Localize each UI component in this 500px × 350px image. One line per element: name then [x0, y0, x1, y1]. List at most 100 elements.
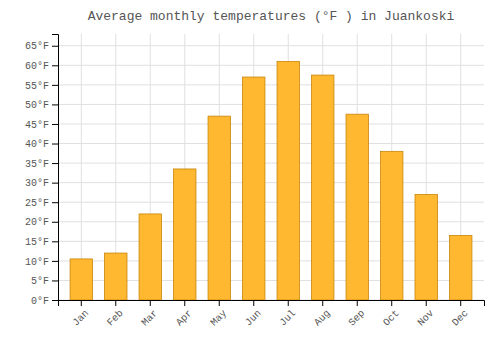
tick-label: 35°F	[25, 159, 49, 170]
bar	[277, 61, 299, 300]
tick-label: May	[209, 308, 230, 329]
tick: 65°F	[25, 41, 58, 52]
bar	[450, 235, 472, 300]
grid-line	[58, 163, 484, 164]
tick: 40°F	[25, 139, 58, 150]
bar	[415, 194, 437, 300]
tick: Jul	[278, 300, 299, 328]
grid-line	[58, 182, 484, 183]
tick-label: 55°F	[25, 81, 49, 92]
tick: May	[209, 300, 230, 328]
tick-mark	[357, 300, 358, 306]
tick: 30°F	[25, 178, 58, 189]
y-axis: 0°F 5°F 10°F 15°F 20°F 25°F 30°F 35°F 40°F 45°F 50…	[25, 35, 59, 307]
tick-mark	[52, 163, 58, 164]
tick: 35°F	[25, 159, 58, 170]
grid-line	[58, 104, 484, 105]
tick-label: Jun	[243, 308, 264, 329]
tick: 5°F	[31, 276, 58, 287]
grid	[58, 34, 484, 300]
bar	[346, 114, 368, 300]
bar	[105, 253, 127, 300]
tick-label: Dec	[450, 308, 471, 329]
tick-mark	[52, 85, 58, 86]
tick: 10°F	[25, 257, 58, 268]
tick-mark	[219, 300, 220, 306]
tick: 55°F	[25, 81, 58, 92]
tick-label: 0°F	[31, 296, 49, 307]
plot: 0°F 5°F 10°F 15°F 20°F 25°F 30°F 35°F 40°F 45°F 50…	[25, 34, 485, 328]
grid-line	[58, 65, 484, 66]
tick: Dec	[450, 300, 471, 328]
bar	[381, 151, 403, 300]
tick-label: Jul	[278, 308, 299, 329]
tick-label: 30°F	[25, 178, 49, 189]
tick: 45°F	[25, 120, 58, 131]
tick: Feb	[105, 300, 126, 328]
tick: Jun	[243, 300, 264, 328]
tick-mark	[52, 202, 58, 203]
tick: Jan	[71, 300, 92, 328]
tick-label: 40°F	[25, 139, 49, 150]
tick-mark	[52, 241, 58, 242]
axis-line	[52, 35, 59, 301]
tick: 20°F	[25, 217, 58, 228]
tick-mark	[52, 183, 58, 184]
tick-mark	[150, 300, 151, 306]
tick-mark	[52, 222, 58, 223]
tick: 15°F	[25, 237, 58, 248]
grid-line	[58, 143, 484, 144]
tick-label: 60°F	[25, 61, 49, 72]
tick-mark	[52, 261, 58, 262]
bar	[174, 169, 196, 300]
bars	[70, 61, 472, 300]
grid-line	[58, 123, 484, 124]
tick-label: 25°F	[25, 198, 49, 209]
tick-mark	[115, 300, 116, 306]
chart: 0°F 5°F 10°F 15°F 20°F 25°F 30°F 35°F 40°F 45°F 50…	[0, 0, 500, 350]
tick-mark	[52, 144, 58, 145]
tick-label: 65°F	[25, 41, 49, 52]
tick-label: Mar	[140, 308, 161, 329]
tick: 25°F	[25, 198, 58, 209]
tick: 0°F	[31, 296, 58, 307]
bar	[243, 77, 265, 300]
tick: Apr	[174, 300, 195, 328]
tick-mark	[52, 65, 58, 66]
tick-mark	[322, 300, 323, 306]
tick: Aug	[312, 300, 333, 328]
tick: Nov	[416, 300, 437, 328]
tick-mark	[184, 300, 185, 306]
tick-label: Nov	[416, 308, 437, 329]
tick-mark	[81, 300, 82, 306]
bar	[208, 116, 230, 300]
grid-line	[58, 84, 484, 85]
tick-label: 20°F	[25, 217, 49, 228]
tick-mark	[426, 300, 427, 306]
axis-line	[59, 301, 485, 307]
tick-label: 50°F	[25, 100, 49, 111]
tick-label: Aug	[312, 308, 333, 329]
tick-label: Sep	[347, 308, 368, 329]
tick-label: Apr	[174, 308, 195, 329]
tick-mark	[52, 104, 58, 105]
tick-mark	[52, 124, 58, 125]
tick-label: Feb	[105, 308, 126, 329]
tick: 50°F	[25, 100, 58, 111]
bar	[70, 259, 92, 300]
tick-label: Jan	[71, 308, 92, 329]
bar	[139, 214, 161, 300]
tick-mark	[460, 300, 461, 306]
x-axis: Jan Feb Mar Apr May Jun Jul Aug Sep Oct Nov Dec	[59, 300, 485, 328]
tick-label: 45°F	[25, 120, 49, 131]
tick-label: Oct	[381, 308, 402, 329]
tick-label: 10°F	[25, 257, 49, 268]
tick-mark	[288, 300, 289, 306]
tick-label: 5°F	[31, 276, 49, 287]
tick-mark	[253, 300, 254, 306]
tick-mark	[391, 300, 392, 306]
tick: Sep	[347, 300, 368, 328]
tick: Mar	[140, 300, 161, 328]
tick-mark	[52, 280, 58, 281]
tick-mark	[52, 300, 58, 301]
